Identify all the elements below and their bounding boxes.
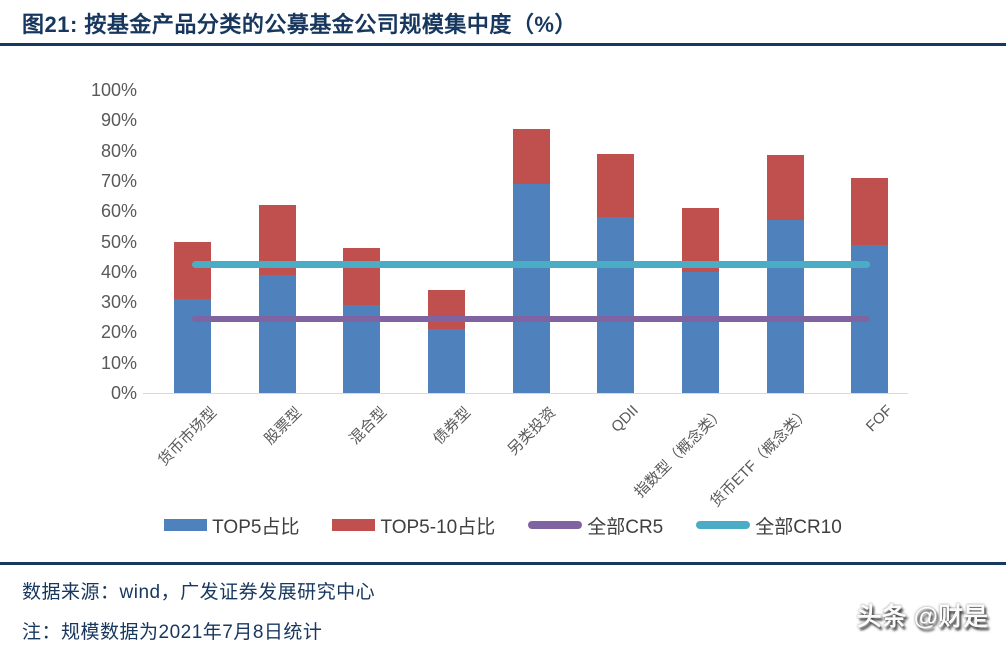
y-axis-tick-label: 80% [100,140,137,161]
x-category-label: 债券型 [430,404,475,448]
bar-segment-top5 [427,329,465,393]
legend-item-top5: TOP5占比 [164,512,299,539]
bar-segment-top5 [766,220,804,393]
bar-segment-top5_10 [173,241,211,300]
x-category-label: 股票型 [261,404,306,448]
legend-label-top5_10: TOP5-10占比 [380,516,496,538]
x-category-label: 另类投资 [504,404,560,459]
legend-label-top5: TOP5占比 [212,516,300,538]
x-category-label: QDII [607,402,642,436]
title-divider-rule [0,43,1006,46]
bar-segment-top5 [512,183,550,393]
legend-label-cr10: 全部CR10 [755,516,842,538]
reference-line-cr5 [192,315,870,322]
y-axis-tick-label: 30% [100,292,137,313]
watermark-toutiao: 头条 @财是 [856,603,988,631]
legend-label-cr5: 全部CR5 [587,516,664,538]
y-axis-tick-label: 100% [90,80,137,100]
footer-divider-rule [0,562,1006,565]
bar-segment-top5 [258,274,296,393]
y-axis-tick-label: 60% [100,201,137,222]
figure-title: 图21: 按基金产品分类的公募基金公司规模集中度（%） [22,12,577,37]
legend-item-cr5: 全部CR5 [528,512,663,539]
chart-legend: TOP5占比 TOP5-10占比 全部CR5 全部CR10 [0,511,1006,539]
x-category-label: 货币市场型 [155,404,221,470]
stacked-bar-chart: 0% 10% 20% 30% 40% 50% 60% 70% 80% 90% 100% 货币市场型 股票… [0,50,1006,555]
legend-item-top5_10: TOP5-10占比 [332,512,495,539]
bar-segment-top5 [597,217,635,393]
legend-swatch-top5 [164,519,208,531]
x-axis-line [143,393,908,394]
bar-segment-top5 [173,299,211,393]
legend-swatch-cr5 [528,521,583,529]
y-axis-tick-label: 70% [100,170,137,191]
data-source-note: 数据来源：wind，广发证券发展研究中心 [22,582,376,603]
y-axis-tick-label: 90% [100,110,137,131]
y-axis-tick-label: 10% [100,352,137,373]
bar-segment-top5_10 [343,247,381,306]
bar-segment-top5_10 [427,289,465,330]
y-axis-tick-label: 50% [100,231,137,252]
bar-segment-top5_10 [512,129,550,184]
bar-segment-top5_10 [851,177,889,245]
bar-segment-top5_10 [766,155,804,221]
y-axis-tick-label: 40% [100,261,137,282]
y-axis-tick-label: 20% [100,322,137,343]
y-axis-tick-label: 0% [110,383,137,403]
bar-segment-top5 [681,271,719,393]
x-category-label: FOF [862,402,896,436]
statistics-date-note: 注：规模数据为2021年7月8日统计 [22,622,323,643]
reference-line-cr10 [192,260,870,268]
bar-segment-top5_10 [597,153,635,218]
legend-item-cr10: 全部CR10 [696,512,842,539]
legend-swatch-top5_10 [332,519,376,531]
legend-swatch-cr10 [696,521,751,529]
x-category-label: 混合型 [345,404,390,448]
